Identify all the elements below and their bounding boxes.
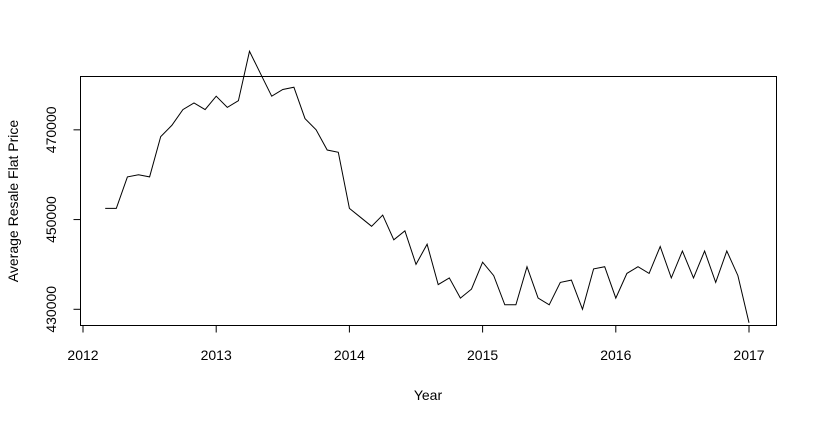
x-tick-label-2016: 2016 — [600, 347, 631, 363]
x-tick-label-2015: 2015 — [467, 347, 498, 363]
y-tick-label-470000: 470000 — [43, 106, 59, 153]
series-line — [105, 49, 750, 323]
y-axis: 430000 450000 470000 — [43, 106, 81, 333]
x-tick-label-2012: 2012 — [67, 347, 98, 363]
y-tick-label-450000: 450000 — [43, 196, 59, 243]
x-tick-label-2014: 2014 — [334, 347, 365, 363]
y-tick-label-430000: 430000 — [43, 286, 59, 333]
y-axis-label: Average Resale Flat Price — [5, 120, 21, 283]
x-axis: 2012 2013 2014 2015 2016 2017 — [67, 325, 765, 363]
x-tick-label-2017: 2017 — [733, 347, 764, 363]
plot-frame — [80, 76, 777, 326]
x-axis-label: Year — [414, 387, 443, 403]
x-tick-label-2013: 2013 — [201, 347, 232, 363]
